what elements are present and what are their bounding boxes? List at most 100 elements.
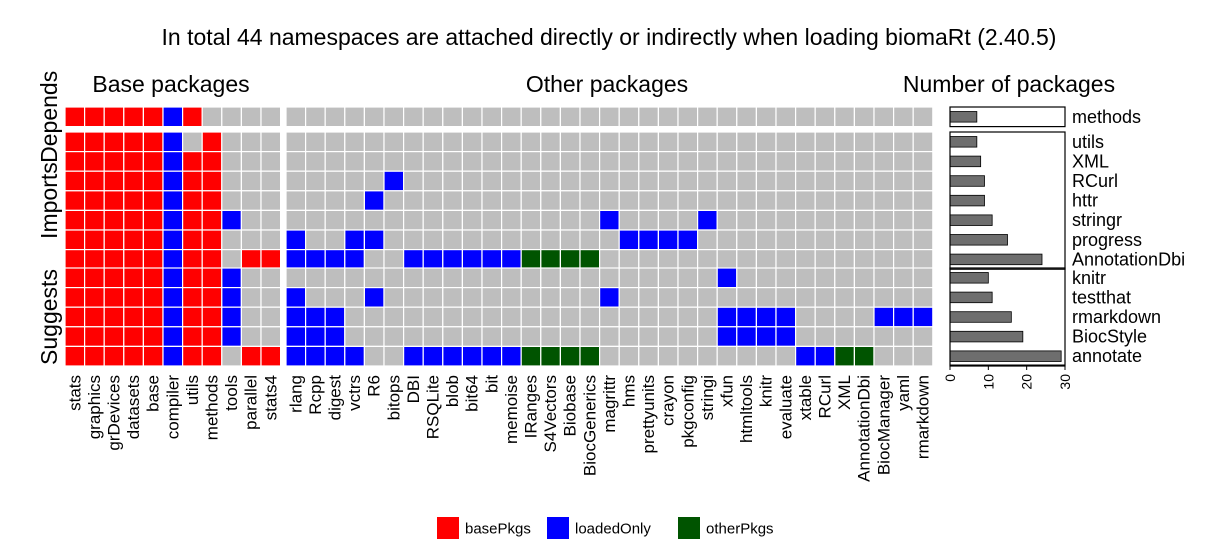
heatmap-cell	[853, 170, 875, 192]
heatmap-cell	[775, 209, 797, 231]
heatmap-cell	[579, 326, 601, 347]
heatmap-cell	[814, 229, 836, 251]
heatmap-cell	[260, 151, 282, 172]
heatmap-cell	[696, 190, 718, 212]
heatmap-cell	[403, 306, 424, 328]
heatmap-cell	[260, 287, 282, 308]
heatmap-cell	[559, 287, 581, 308]
heatmap-cell	[873, 229, 895, 251]
heatmap-cell	[618, 170, 640, 192]
heatmap-cell	[285, 267, 307, 289]
heatmap-cell	[260, 229, 282, 251]
column-label: crayon	[659, 375, 678, 426]
heatmap-cell	[383, 209, 405, 231]
heatmap-cell	[481, 209, 503, 231]
heatmap-cell	[912, 106, 934, 128]
heatmap-cell	[912, 131, 934, 153]
heatmap-cell	[736, 131, 757, 153]
heatmap-cell	[892, 229, 914, 251]
heatmap-cell	[260, 131, 282, 153]
heatmap-cell	[240, 106, 262, 128]
heatmap-cell	[834, 345, 855, 367]
heatmap-cell	[638, 287, 659, 308]
heatmap-cell	[83, 131, 105, 153]
heatmap-cell	[834, 249, 855, 270]
heatmap-cell	[873, 190, 895, 212]
heatmap-cell	[142, 306, 164, 328]
legend-swatch	[678, 517, 700, 539]
heatmap-cell	[481, 190, 503, 212]
heatmap-cell	[775, 326, 797, 347]
heatmap-cell	[716, 229, 738, 251]
heatmap-cell	[64, 229, 86, 251]
heatmap-cell	[103, 106, 125, 128]
heatmap-cell	[677, 267, 699, 289]
heatmap-cell	[201, 151, 223, 172]
heatmap-cell	[324, 170, 346, 192]
heatmap-cell	[83, 190, 105, 212]
heatmap-cell	[834, 151, 855, 172]
heatmap-cell	[344, 106, 365, 128]
heatmap-cell	[422, 106, 444, 128]
heatmap-cell	[540, 131, 561, 153]
heatmap-cell	[520, 345, 542, 367]
heatmap-cell	[598, 131, 620, 153]
heatmap-cell	[123, 249, 145, 270]
heatmap-cell	[834, 209, 855, 231]
column-label: utils	[183, 375, 202, 405]
heatmap-cell	[363, 326, 385, 347]
heatmap-cell	[912, 249, 934, 270]
heatmap-cell	[794, 209, 816, 231]
heatmap-cell	[501, 151, 522, 172]
heatmap-cell	[221, 287, 243, 308]
heatmap-cell	[221, 249, 243, 270]
heatmap-cell	[481, 151, 503, 172]
heatmap-cell	[305, 326, 326, 347]
heatmap-cell	[285, 326, 307, 347]
heatmap-cell	[540, 229, 561, 251]
heatmap-cell	[775, 306, 797, 328]
heatmap-cell	[162, 170, 184, 192]
heatmap-cell	[363, 306, 385, 328]
heatmap-cell	[83, 326, 105, 347]
heatmap-cell	[834, 106, 855, 128]
heatmap-cell	[520, 306, 542, 328]
heatmap-cell	[285, 170, 307, 192]
heatmap-cell	[912, 326, 934, 347]
heatmap-cell	[775, 151, 797, 172]
heatmap-cell	[442, 345, 463, 367]
heatmap-cell	[579, 170, 601, 192]
heatmap-cell	[794, 287, 816, 308]
heatmap-cell	[201, 267, 223, 289]
heatmap-cell	[324, 267, 346, 289]
heatmap-cell	[162, 229, 184, 251]
heatmap-cell	[755, 151, 777, 172]
heatmap-cell	[182, 267, 203, 289]
heatmap-cell	[540, 306, 561, 328]
heatmap-cell	[305, 229, 326, 251]
heatmap-cell	[755, 106, 777, 128]
heatmap-cell	[240, 306, 262, 328]
heatmap-cell	[383, 306, 405, 328]
heatmap-cell	[461, 345, 483, 367]
heatmap-cell	[481, 267, 503, 289]
heatmap-cell	[103, 190, 125, 212]
heatmap-cell	[142, 229, 164, 251]
heatmap-cell	[814, 106, 836, 128]
count-axis-tick-label: 10	[980, 374, 996, 390]
heatmap-cell	[305, 267, 326, 289]
heatmap-cell	[834, 287, 855, 308]
heatmap-cell	[559, 106, 581, 128]
column-label: memoise	[502, 375, 521, 444]
heatmap-cell	[481, 131, 503, 153]
heatmap-cell	[103, 326, 125, 347]
heatmap-cell	[422, 209, 444, 231]
heatmap-cell	[305, 209, 326, 231]
heatmap-cell	[324, 229, 346, 251]
heatmap-cell	[520, 249, 542, 270]
heatmap-cell	[162, 106, 184, 128]
heatmap-cell	[305, 190, 326, 212]
heatmap-cell	[240, 249, 262, 270]
heatmap-cell	[461, 131, 483, 153]
heatmap-cell	[461, 249, 483, 270]
